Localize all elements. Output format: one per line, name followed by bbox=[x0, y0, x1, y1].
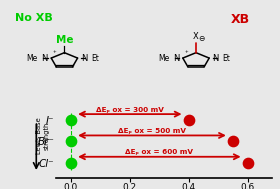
Point bbox=[246, 161, 250, 164]
Text: ΔEₚ ox = 500 mV: ΔEₚ ox = 500 mV bbox=[118, 128, 186, 134]
Point bbox=[69, 161, 73, 164]
Text: Et: Et bbox=[223, 53, 230, 63]
Text: N: N bbox=[173, 53, 179, 63]
Text: XB: XB bbox=[231, 13, 250, 26]
Point bbox=[187, 119, 191, 122]
Text: ⁺: ⁺ bbox=[185, 51, 188, 57]
Text: N: N bbox=[213, 53, 219, 63]
Point bbox=[231, 140, 235, 143]
Point bbox=[69, 140, 73, 143]
Text: ⁺: ⁺ bbox=[53, 51, 57, 57]
Text: Lewis Base
strength: Lewis Base strength bbox=[36, 117, 49, 154]
Text: ⊖: ⊖ bbox=[198, 34, 204, 43]
Text: Me: Me bbox=[56, 35, 73, 45]
Text: N: N bbox=[81, 53, 87, 63]
Text: X: X bbox=[193, 32, 199, 41]
Text: Me: Me bbox=[27, 53, 38, 63]
Text: ΔEₚ ox = 300 mV: ΔEₚ ox = 300 mV bbox=[96, 107, 164, 113]
Text: N: N bbox=[41, 53, 48, 63]
Point bbox=[69, 119, 73, 122]
Text: Et: Et bbox=[91, 53, 99, 63]
Text: Me: Me bbox=[158, 53, 169, 63]
Text: No XB: No XB bbox=[15, 13, 52, 23]
Text: ΔEₚ ox = 600 mV: ΔEₚ ox = 600 mV bbox=[125, 149, 193, 155]
